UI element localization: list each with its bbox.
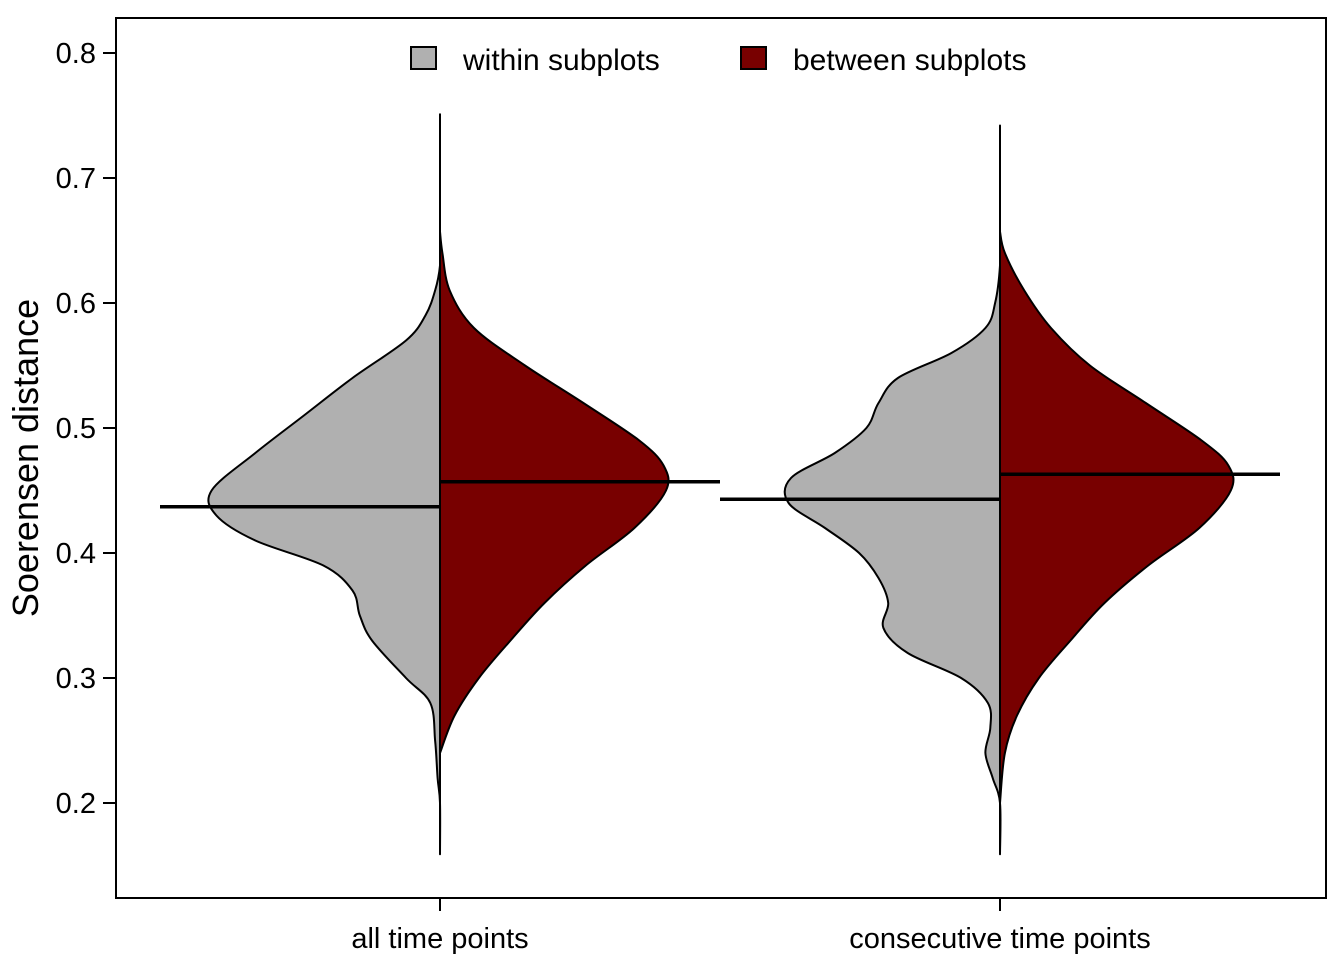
legend: within subplots between subplots [410, 44, 1027, 77]
y-tick-label: 0.2 [56, 788, 96, 820]
y-tick-label: 0.5 [56, 413, 96, 445]
violin-within-1 [207, 113, 442, 856]
legend-swatch [740, 46, 767, 70]
y-axis-title: Soerensen distance [5, 299, 46, 617]
y-tick-label: 0.4 [56, 538, 96, 570]
legend-swatch [410, 46, 437, 70]
y-axis: 0.2 0.3 0.4 0.5 0.6 0.7 0.8 [56, 38, 116, 820]
y-tick-label: 0.7 [56, 163, 96, 195]
violin-layer [207, 113, 1235, 856]
y-tick-label: 0.8 [56, 38, 96, 70]
x-tick-label: all time points [351, 923, 528, 955]
violin-between-2 [999, 230, 1235, 804]
median-layer [160, 472, 1280, 509]
plot-frame [115, 17, 1327, 899]
legend-label: within subplots [462, 44, 660, 77]
violin-within-2 [783, 124, 1002, 856]
legend-label: between subplots [793, 44, 1027, 77]
x-tick-label: consecutive time points [849, 923, 1150, 955]
x-axis: all time points consecutive time points [351, 898, 1151, 955]
y-tick-label: 0.3 [56, 663, 96, 695]
violin-between-1 [439, 230, 670, 754]
y-tick-label: 0.6 [56, 288, 96, 320]
